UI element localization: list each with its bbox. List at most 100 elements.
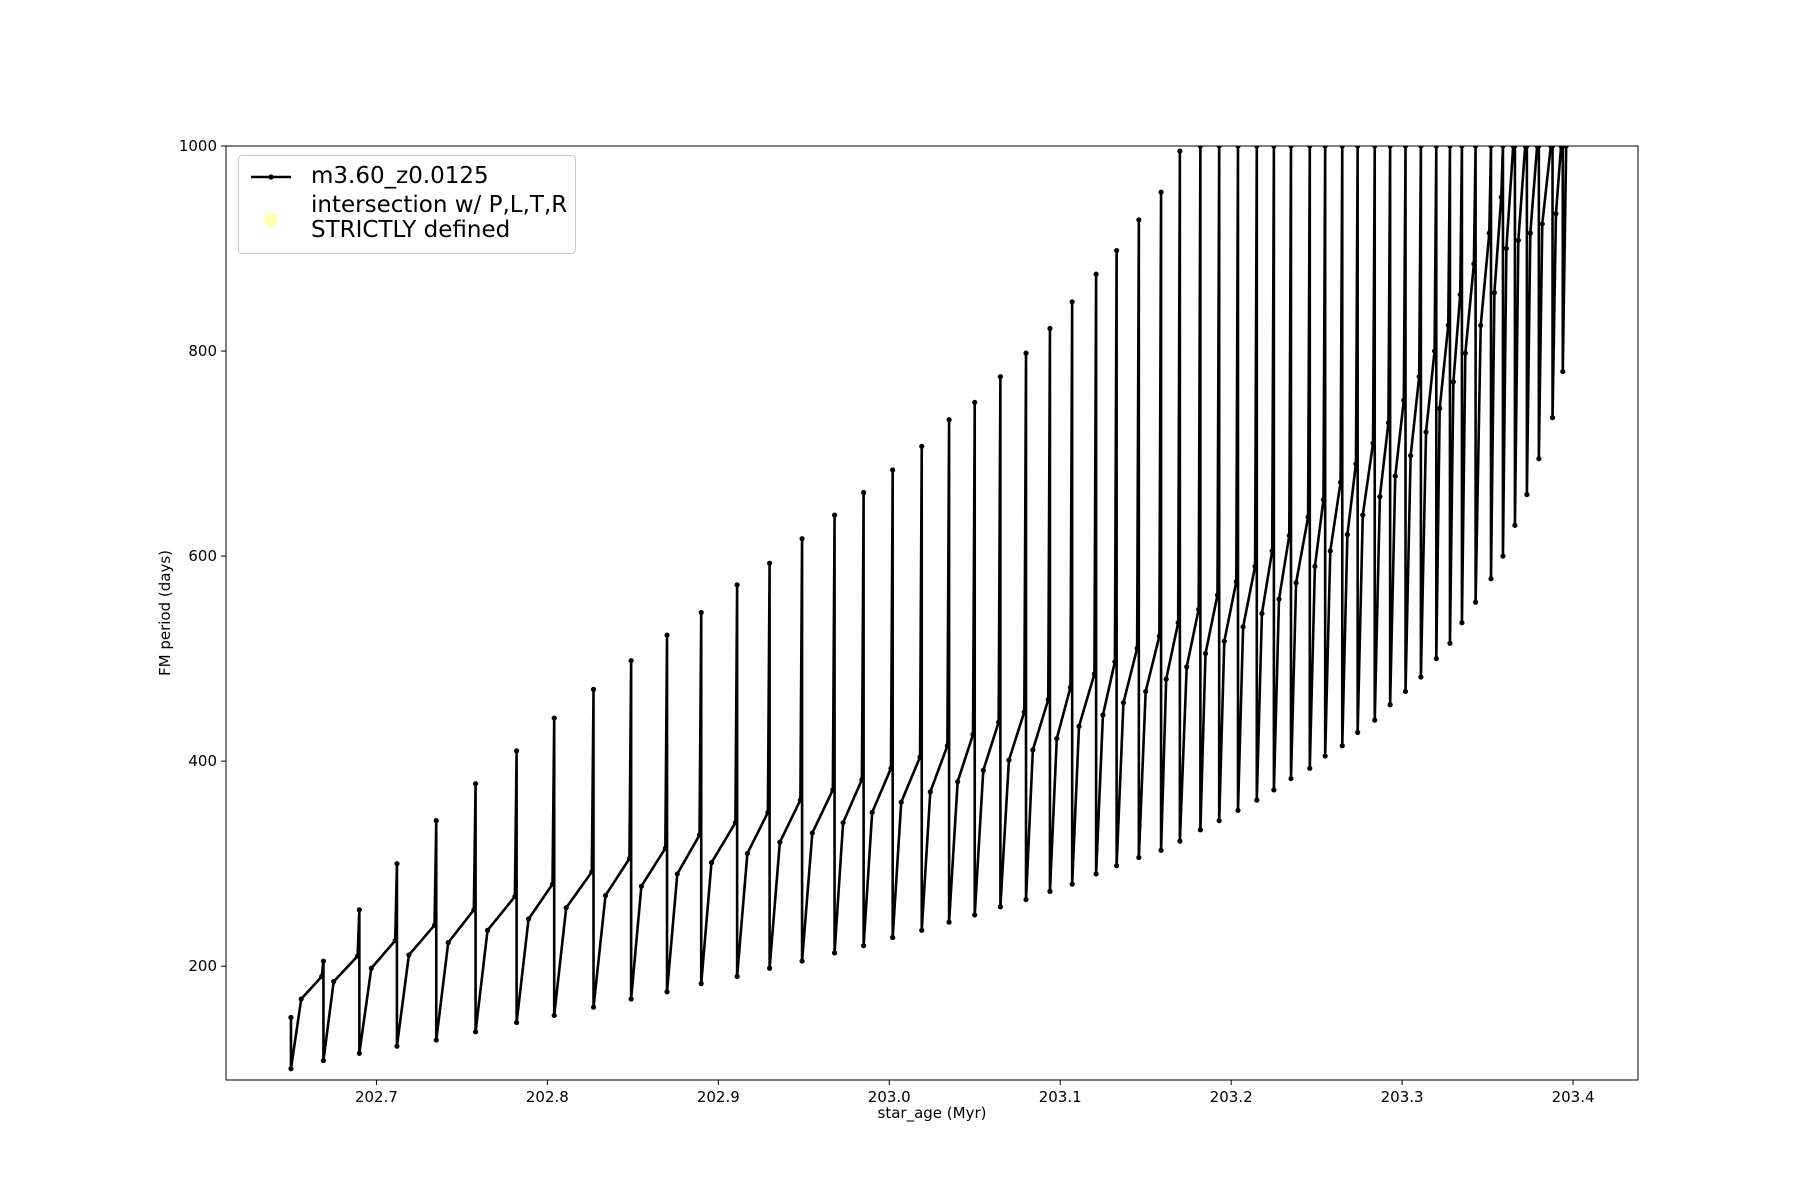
data-point — [1030, 747, 1036, 753]
data-point — [1431, 348, 1438, 354]
y-axis-label: FM period (days) — [156, 550, 174, 676]
data-point — [1512, 146, 1518, 149]
data-point — [972, 912, 978, 918]
data-point — [1423, 429, 1429, 435]
data-point — [955, 779, 961, 785]
legend-label: intersection w/ P,L,T,R STRICTLY defined — [311, 192, 568, 243]
data-point — [1254, 146, 1260, 149]
data-point — [394, 861, 400, 867]
x-tick-label: 202.8 — [526, 1088, 569, 1106]
y-tick-label: 600 — [188, 547, 217, 565]
data-point — [1500, 553, 1506, 559]
data-point — [1486, 230, 1492, 236]
data-point — [1221, 638, 1227, 644]
data-point — [392, 937, 398, 944]
data-point — [1177, 148, 1183, 154]
data-point — [1320, 497, 1327, 503]
data-point — [1473, 599, 1479, 605]
data-point — [355, 953, 361, 959]
data-point — [1402, 146, 1409, 149]
data-point — [664, 632, 670, 638]
data-point — [319, 973, 325, 980]
data-point — [1488, 146, 1494, 149]
data-point — [696, 832, 703, 838]
data-point — [1269, 548, 1275, 554]
data-point — [1156, 633, 1162, 639]
data-point — [674, 871, 680, 877]
data-point — [1233, 579, 1239, 585]
data-point — [1447, 146, 1453, 149]
data-point — [1471, 261, 1477, 267]
data-point — [406, 952, 412, 958]
data-point — [514, 748, 520, 754]
data-point — [549, 881, 556, 887]
data-point — [1515, 237, 1521, 243]
data-point — [1114, 247, 1120, 254]
data-point — [1216, 818, 1222, 824]
data-point — [1112, 659, 1118, 665]
plot-area — [288, 146, 1569, 1072]
data-point — [320, 958, 327, 964]
data-point — [799, 536, 805, 542]
data-point — [1553, 211, 1559, 217]
data-point — [472, 1029, 479, 1035]
data-point — [1288, 146, 1294, 149]
data-point — [744, 850, 750, 857]
data-point — [997, 374, 1003, 380]
data-point — [1524, 146, 1530, 149]
data-point — [1418, 674, 1424, 680]
data-point — [1305, 514, 1311, 520]
data-point — [1433, 656, 1439, 662]
data-point — [394, 1043, 400, 1049]
data-point — [1353, 461, 1359, 467]
data-point — [861, 943, 867, 949]
x-tick-label: 203.4 — [1552, 1088, 1595, 1106]
data-point — [1312, 563, 1318, 569]
data-point — [970, 731, 976, 738]
data-point — [1539, 221, 1545, 227]
series-line — [289, 146, 1568, 1071]
data-point — [946, 417, 952, 423]
data-point — [320, 1057, 327, 1064]
data-point — [1327, 548, 1333, 554]
data-point — [1536, 146, 1542, 149]
data-point — [1360, 512, 1366, 518]
legend: m3.60_z0.0125 intersection w/ P,L,T,R STR… — [238, 155, 577, 254]
data-point — [997, 904, 1003, 910]
x-tick-label: 203.2 — [1210, 1088, 1253, 1106]
data-point — [1392, 473, 1398, 479]
data-point — [1339, 146, 1345, 149]
data-point — [1163, 676, 1169, 682]
data-point — [590, 1004, 597, 1010]
data-point — [1372, 717, 1378, 723]
data-point — [698, 609, 704, 616]
data-point — [809, 830, 815, 836]
data-point — [1491, 290, 1498, 296]
legend-label: m3.60_z0.0125 — [311, 163, 489, 189]
data-point — [664, 989, 670, 995]
x-tick-label: 203.1 — [1039, 1088, 1082, 1106]
data-point — [1549, 415, 1556, 421]
data-point — [1488, 576, 1494, 582]
data-point — [767, 560, 773, 566]
data-point — [1560, 368, 1566, 375]
data-point — [1563, 146, 1569, 149]
data-point — [1355, 729, 1361, 736]
y-tick-label: 800 — [188, 342, 217, 360]
data-point — [1457, 292, 1463, 298]
data-point — [1235, 146, 1241, 149]
data-point — [1370, 440, 1376, 446]
x-tick-label: 203.0 — [868, 1088, 911, 1106]
data-point — [589, 869, 595, 875]
data-point — [1401, 397, 1407, 403]
data-point — [514, 1019, 520, 1026]
data-point — [1271, 787, 1277, 793]
x-tick-label: 202.7 — [355, 1088, 398, 1106]
data-point — [765, 809, 771, 816]
data-point — [1177, 838, 1183, 844]
data-point — [797, 797, 803, 803]
data-point — [1307, 146, 1313, 149]
data-point — [1549, 146, 1556, 149]
data-point — [898, 799, 904, 805]
